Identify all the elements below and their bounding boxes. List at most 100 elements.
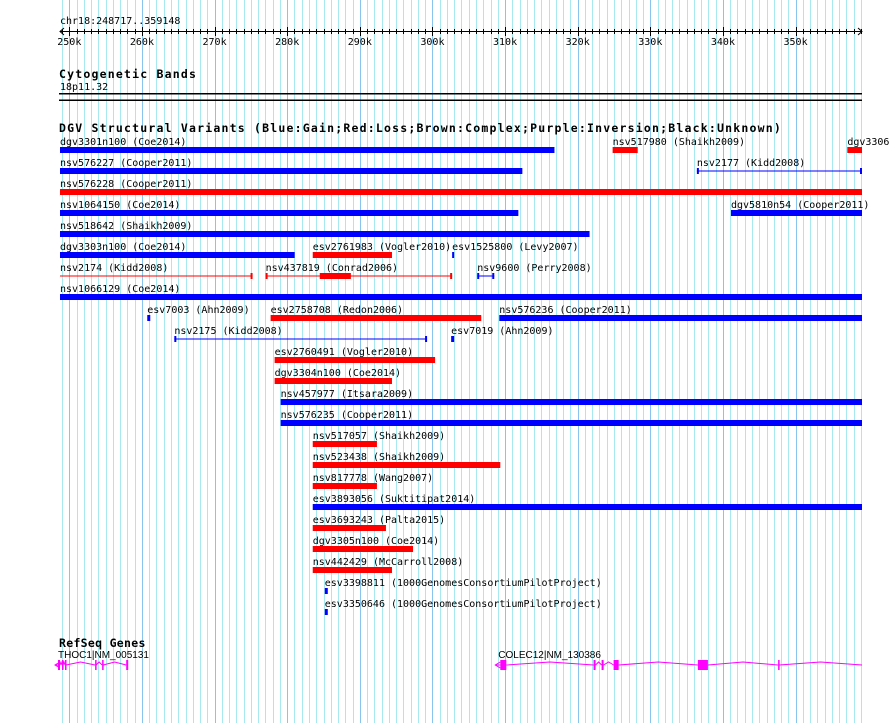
feature-end-tick: [250, 273, 253, 279]
exon: [500, 660, 507, 670]
ruler-tick-label: 270k: [203, 37, 227, 48]
ruler-tick-label: 320k: [566, 37, 590, 48]
ruler-tick-label: 330k: [638, 37, 662, 48]
structural-variant-feature[interactable]: nsv2174 (Kidd2008): [60, 263, 253, 279]
feature-bar: [312, 504, 863, 510]
feature-span-line: [265, 275, 453, 277]
feature-bar: [312, 483, 377, 489]
structural-variant-feature[interactable]: esv2758708 (Redon2006): [270, 305, 482, 321]
structural-variant-feature[interactable]: nsv457977 (Itsara2009): [280, 389, 863, 405]
structural-variant-feature[interactable]: nsv9600 (Perry2008): [477, 263, 592, 279]
structural-variant-feature[interactable]: nsv523438 (Shaikh2009): [312, 452, 501, 468]
feature-label: esv3693243 (Palta2015): [313, 515, 445, 526]
structural-variant-feature[interactable]: nsv817778 (Wang2007): [312, 473, 433, 489]
structural-variant-feature[interactable]: dgv3303n100 (Coe2014): [60, 242, 295, 258]
feature-label: nsv1064150 (Coe2014): [60, 200, 180, 211]
feature-label: esv3350646 (1000GenomesConsortiumPilotPr…: [325, 599, 602, 610]
feature-label: nsv457977 (Itsara2009): [281, 389, 413, 400]
dgv-track: dgv3301n100 (Coe2014) nsv517980 (Shaikh20…: [60, 137, 890, 615]
feature-span-line: [696, 170, 862, 172]
intron: [595, 661, 602, 666]
feature-bar: [60, 294, 862, 300]
ruler[interactable]: 250k 260k 270k 280k 290k 300k 310k 320k 330k 340k…: [57, 27, 863, 48]
feature-label: nsv517980 (Shaikh2009): [613, 137, 745, 148]
structural-variant-feature[interactable]: dgv5810n54 (Cooper2011): [730, 200, 869, 216]
feature-label: nsv518642 (Shaikh2009): [60, 221, 192, 232]
feature-bar: [451, 336, 455, 342]
structural-variant-feature[interactable]: dgv3304n100 (Coe2014): [274, 368, 401, 384]
exon: [95, 660, 97, 670]
gene-feature[interactable]: COLEC12|NM_130386: [494, 650, 863, 670]
structural-variant-feature[interactable]: nsv518642 (Shaikh2009): [60, 221, 590, 237]
structural-variant-feature[interactable]: nsv576235 (Cooper2011): [280, 410, 863, 426]
feature-bar: [280, 399, 863, 405]
feature-bar: [312, 462, 501, 468]
feature-bar: [60, 168, 523, 174]
structural-variant-feature[interactable]: esv1525800 (Levy2007): [452, 242, 579, 258]
exon: [126, 660, 129, 670]
exon: [62, 660, 64, 670]
feature-label: dgv5810n54 (Cooper2011): [731, 200, 869, 211]
structural-variant-feature[interactable]: nsv1066129 (Coe2014): [60, 284, 862, 300]
exon: [102, 660, 104, 670]
structural-variant-feature[interactable]: esv3398811 (1000GenomesConsortiumPilotPr…: [324, 578, 602, 594]
feature-label: nsv1066129 (Coe2014): [60, 284, 180, 295]
feature-label: nsv576227 (Cooper2011): [60, 158, 192, 169]
feature-bar: [452, 252, 455, 258]
structural-variant-feature[interactable]: nsv442429 (McCarroll2008): [312, 557, 464, 573]
structural-variant-feature[interactable]: esv2760491 (Vogler2010): [274, 347, 436, 363]
exon: [697, 660, 708, 670]
gene-label: COLEC12|NM_130386: [498, 650, 601, 661]
gene-feature[interactable]: THOC1|NM_005131: [54, 650, 149, 670]
feature-span-line: [477, 275, 495, 277]
feature-label: dgv3303n100 (Coe2014): [60, 242, 186, 253]
ruler-tick-label: 300k: [420, 37, 444, 48]
structural-variant-feature[interactable]: esv7003 (Ahn2009): [147, 305, 250, 321]
feature-label: esv7003 (Ahn2009): [147, 305, 249, 316]
structural-variant-feature[interactable]: dgv3305n100 (Coe2014): [312, 536, 439, 552]
structural-variant-feature[interactable]: nsv437819 (Conrad2006): [265, 263, 453, 279]
structural-variant-feature[interactable]: esv3893056 (Suktitipat2014): [312, 494, 863, 510]
ruler-tick-label: 350k: [784, 37, 808, 48]
structural-variant-feature[interactable]: nsv576227 (Cooper2011): [60, 158, 523, 174]
feature-bar: [312, 441, 377, 447]
structural-variant-feature[interactable]: nsv576228 (Cooper2011): [60, 179, 862, 195]
feature-label: esv3398811 (1000GenomesConsortiumPilotPr…: [325, 578, 602, 589]
feature-label: nsv576228 (Cooper2011): [60, 179, 192, 190]
structural-variant-feature[interactable]: esv2761983 (Vogler2010): [312, 242, 451, 258]
structural-variant-feature[interactable]: nsv2177 (Kidd2008): [696, 158, 862, 174]
structural-variant-feature[interactable]: nsv2175 (Kidd2008): [174, 326, 428, 342]
intron: [603, 661, 614, 666]
feature-label: nsv576236 (Cooper2011): [499, 305, 631, 316]
feature-end-tick: [265, 273, 268, 279]
structural-variant-feature[interactable]: nsv576236 (Cooper2011): [499, 305, 862, 321]
feature-label: nsv523438 (Shaikh2009): [313, 452, 445, 463]
structural-variant-feature[interactable]: dgv3301n100 (Coe2014): [60, 137, 555, 153]
feature-label: nsv2177 (Kidd2008): [697, 158, 805, 169]
structural-variant-feature[interactable]: esv3350646 (1000GenomesConsortiumPilotPr…: [324, 599, 602, 615]
feature-bar: [612, 147, 638, 153]
feature-bar: [60, 231, 590, 237]
structural-variant-feature[interactable]: nsv517057 (Shaikh2009): [312, 431, 445, 447]
feature-bar: [499, 315, 862, 321]
feature-bar: [312, 567, 392, 573]
feature-label: esv2761983 (Vogler2010): [313, 242, 451, 253]
feature-label: esv1525800 (Levy2007): [452, 242, 578, 253]
structural-variant-feature[interactable]: esv3693243 (Palta2015): [312, 515, 445, 531]
feature-bar: [280, 420, 863, 426]
feature-label: nsv2175 (Kidd2008): [174, 326, 282, 337]
structural-variant-feature[interactable]: nsv1064150 (Coe2014): [60, 200, 519, 216]
ruler-tick-label: 250k: [57, 37, 81, 48]
feature-label: esv7019 (Ahn2009): [451, 326, 553, 337]
structural-variant-feature[interactable]: nsv517980 (Shaikh2009): [612, 137, 745, 153]
refseq-track: THOC1|NM_005131 COLEC12|NM_130386: [54, 650, 863, 670]
feature-end-tick: [425, 336, 428, 342]
structural-variant-feature[interactable]: esv7019 (Ahn2009): [451, 326, 554, 342]
feature-label: nsv576235 (Cooper2011): [281, 410, 413, 421]
feature-bar: [147, 315, 151, 321]
region-label: chr18:248717..359148: [60, 16, 180, 27]
cytoband-track-title: Cytogenetic Bands: [59, 67, 197, 81]
feature-bar: [847, 147, 862, 153]
